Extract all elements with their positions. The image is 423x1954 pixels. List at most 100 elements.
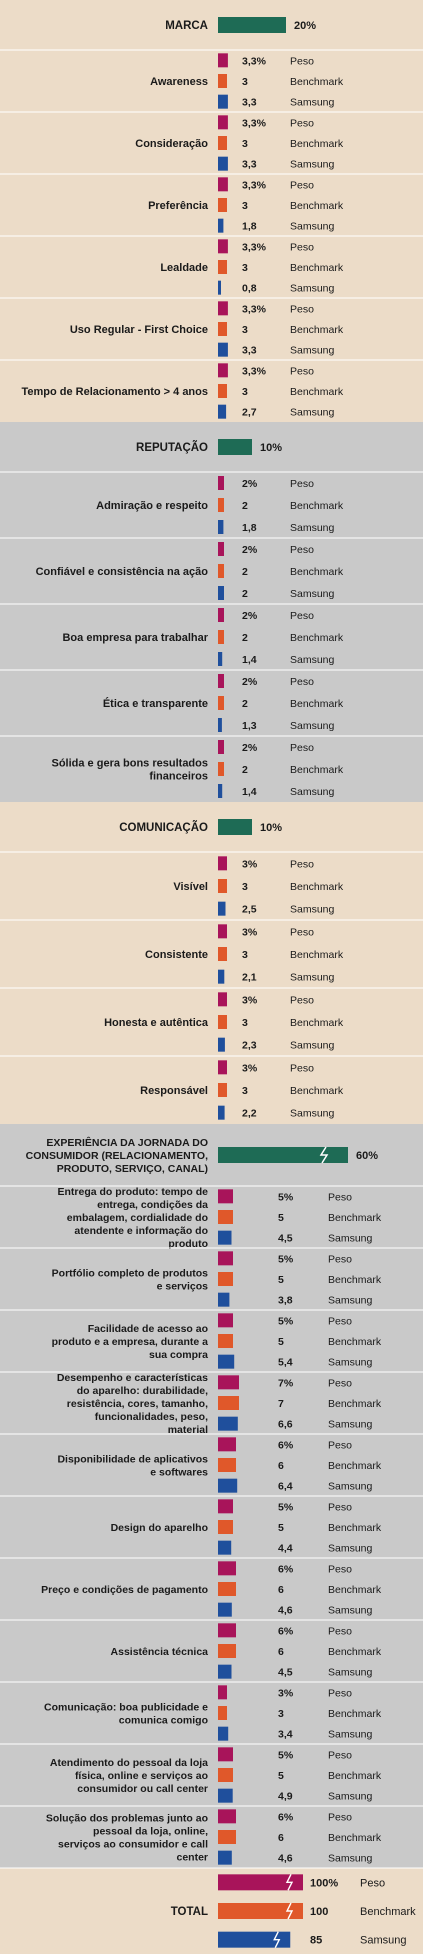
benchmark-bar <box>218 1210 233 1224</box>
total-samsung-bar <box>218 1931 291 1948</box>
samsung-bar <box>218 404 227 419</box>
peso-bar <box>218 856 227 871</box>
samsung-value-label: 3,4 <box>278 1729 293 1741</box>
benchmark-legend-label: Benchmark <box>290 386 344 398</box>
peso-bar <box>218 1251 233 1266</box>
samsung-value-label: 1,4 <box>242 786 257 798</box>
benchmark-legend-label: Benchmark <box>328 1646 382 1658</box>
samsung-value-label: 4,5 <box>278 1667 293 1679</box>
peso-bar <box>218 542 224 556</box>
peso-value-label: 5% <box>278 1191 294 1203</box>
samsung-value-label: 1,3 <box>242 720 257 732</box>
peso-bar <box>218 363 228 378</box>
samsung-value-label: 4,6 <box>278 1605 293 1617</box>
total-samsung-value-label: 85 <box>310 1935 322 1947</box>
peso-legend-label: Peso <box>328 1191 352 1203</box>
item-label: Responsável <box>140 1085 208 1097</box>
section-title: REPUTAÇÃO <box>136 441 208 454</box>
total-background <box>0 1868 423 1954</box>
benchmark-legend-label: Benchmark <box>290 500 344 512</box>
samsung-value-label: 2,2 <box>242 1108 257 1120</box>
peso-bar <box>218 1189 233 1204</box>
benchmark-value-label: 2 <box>242 566 248 578</box>
peso-legend-label: Peso <box>328 1811 352 1823</box>
benchmark-value-label: 5 <box>278 1770 284 1782</box>
peso-bar <box>218 1685 227 1700</box>
item-label: e softwares <box>150 1467 208 1479</box>
benchmark-legend-label: Benchmark <box>290 138 344 150</box>
benchmark-value-label: 5 <box>278 1336 284 1348</box>
peso-value-label: 3,3% <box>242 117 267 129</box>
item-label: Design do aparelho <box>111 1522 208 1534</box>
item-label: Consideração <box>135 138 208 150</box>
benchmark-legend-label: Benchmark <box>328 1212 382 1224</box>
item-label: Solução dos problemas junto ao <box>46 1813 208 1825</box>
peso-legend-label: Peso <box>290 994 314 1006</box>
benchmark-legend-label: Benchmark <box>328 1584 382 1596</box>
benchmark-value-label: 5 <box>278 1522 284 1534</box>
benchmark-value-label: 3 <box>242 1085 248 1097</box>
benchmark-bar <box>218 384 227 398</box>
item-label: embalagem, cordialidade do <box>67 1212 208 1224</box>
peso-legend-label: Peso <box>328 1377 352 1389</box>
samsung-legend-label: Samsung <box>328 1233 373 1245</box>
peso-legend-label: Peso <box>328 1563 352 1575</box>
peso-legend-label: Peso <box>328 1439 352 1451</box>
peso-value-label: 5% <box>278 1253 294 1265</box>
peso-bar <box>218 1561 236 1576</box>
peso-bar <box>218 992 227 1007</box>
peso-value-label: 5% <box>278 1749 294 1761</box>
section-title: EXPERIÊNCIA DA JORNADA DO <box>46 1136 208 1149</box>
samsung-bar <box>218 520 224 534</box>
section-title: MARCA <box>165 20 208 32</box>
samsung-value-label: 1,8 <box>242 522 257 534</box>
benchmark-bar <box>218 1830 236 1844</box>
section-background-2 <box>0 802 423 1124</box>
benchmark-value-label: 6 <box>278 1646 284 1658</box>
benchmark-bar <box>218 1768 233 1782</box>
benchmark-legend-label: Benchmark <box>290 1085 344 1097</box>
benchmark-bar <box>218 1083 227 1097</box>
axis-break-icon <box>273 1931 281 1948</box>
samsung-value-label: 2,1 <box>242 972 257 984</box>
benchmark-bar <box>218 564 224 578</box>
peso-legend-label: Peso <box>290 1062 314 1074</box>
benchmark-legend-label: Benchmark <box>290 764 344 776</box>
benchmark-value-label: 5 <box>278 1212 284 1224</box>
peso-bar <box>218 1437 236 1452</box>
item-label: Admiração e respeito <box>96 500 208 512</box>
peso-legend-label: Peso <box>328 1625 352 1637</box>
samsung-value-label: 2,3 <box>242 1040 257 1052</box>
benchmark-value-label: 2 <box>242 632 248 644</box>
samsung-bar <box>218 1230 232 1245</box>
samsung-bar <box>218 1037 225 1052</box>
peso-value-label: 5% <box>278 1501 294 1513</box>
peso-bar <box>218 1623 236 1638</box>
item-label: Consistente <box>145 949 208 961</box>
category-weight-bar <box>218 1147 348 1163</box>
peso-value-label: 3,3% <box>242 55 267 67</box>
benchmark-legend-label: Benchmark <box>328 1460 382 1472</box>
samsung-bar <box>218 586 224 600</box>
benchmark-bar <box>218 630 224 644</box>
samsung-bar <box>218 1726 229 1741</box>
total-benchmark-value-label: 100 <box>310 1906 328 1918</box>
total-peso-legend-label: Peso <box>360 1877 385 1889</box>
total-samsung-legend-label: Samsung <box>360 1935 406 1947</box>
samsung-value-label: 6,4 <box>278 1481 293 1493</box>
samsung-legend-label: Samsung <box>290 786 335 798</box>
axis-break-icon <box>285 1874 294 1891</box>
samsung-legend-label: Samsung <box>328 1853 373 1865</box>
item-label: Boa empresa para trabalhar <box>62 632 208 644</box>
item-label: Tempo de Relacionamento > 4 anos <box>21 386 208 398</box>
samsung-bar <box>218 1354 235 1369</box>
peso-legend-label: Peso <box>328 1687 352 1699</box>
item-label: Sólida e gera bons resultados <box>52 758 209 770</box>
peso-legend-label: Peso <box>328 1253 352 1265</box>
peso-value-label: 3% <box>242 1062 258 1074</box>
samsung-legend-label: Samsung <box>328 1295 373 1307</box>
peso-legend-label: Peso <box>290 858 314 870</box>
peso-legend-label: Peso <box>290 676 314 688</box>
samsung-legend-label: Samsung <box>290 345 335 357</box>
benchmark-value-label: 3 <box>242 881 248 893</box>
